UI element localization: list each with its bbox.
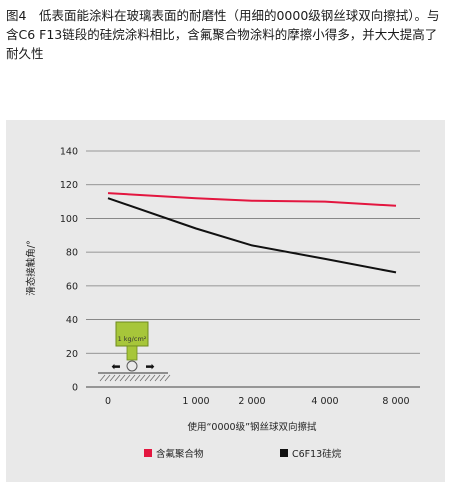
legend-label-fluoropolymer: 含氟聚合物	[156, 448, 204, 460]
left-arrow-icon: ⬅	[111, 360, 120, 373]
y-axis-label: 滑态接触角/°	[25, 240, 37, 295]
x-tick-labels: 0 1 000 2 000 4 000 8 000	[105, 396, 410, 407]
hatch-line	[114, 374, 121, 382]
series-line-0	[107, 192, 397, 207]
series-line-1	[107, 197, 397, 274]
y-tick-label: 100	[60, 214, 78, 225]
legend-swatch-silane	[280, 449, 288, 457]
hatch-line	[164, 374, 171, 382]
right-arrow-icon: ➡	[145, 360, 154, 373]
hatch-line	[159, 374, 166, 382]
x-tick-label: 0	[105, 396, 111, 407]
legend-swatch-fluoropolymer	[144, 449, 152, 457]
hatch-line	[134, 374, 141, 382]
y-tick-label: 0	[72, 383, 78, 394]
y-tick-label: 140	[60, 147, 78, 158]
wool-pad-icon	[126, 360, 138, 372]
x-tick-label: 1 000	[182, 396, 209, 407]
hatch-line	[154, 374, 161, 382]
abrasion-device-illustration: 1 kg/cm² ⬅ ➡	[98, 321, 171, 382]
hatch-line	[149, 374, 156, 382]
y-tick-labels: 0 20 40 60 80 100 120 140	[60, 147, 78, 394]
grid	[86, 150, 420, 388]
figure-caption: 图4 低表面能涂料在玻璃表面的耐磨性（用细的0000级钢丝球双向擦拭）。与含C6…	[6, 8, 440, 61]
x-tick-label: 4 000	[311, 396, 338, 407]
weight-label: 1 kg/cm²	[118, 335, 147, 343]
y-tick-label: 60	[66, 281, 78, 292]
y-tick-label: 20	[66, 349, 78, 360]
hatch-line	[139, 374, 146, 382]
x-tick-label: 2 000	[238, 396, 265, 407]
hatch-line	[109, 374, 116, 382]
legend-label-silane: C6F13硅烷	[292, 448, 342, 460]
y-tick-label: 40	[66, 315, 78, 326]
y-tick-label: 80	[66, 248, 78, 259]
hatch-line	[129, 374, 136, 382]
hatch-line	[124, 374, 131, 382]
x-axis-label: 使用“0000级”钢丝球双向擦拭	[187, 421, 317, 433]
x-tick-label: 8 000	[382, 396, 409, 407]
device-stem	[126, 345, 138, 361]
chart-panel	[6, 120, 445, 482]
y-tick-label: 120	[60, 180, 78, 191]
hatch-line	[99, 374, 106, 382]
hatch-line	[119, 374, 126, 382]
hatch-line	[144, 374, 151, 382]
surface-hatching	[99, 374, 171, 382]
hatch-line	[104, 374, 111, 382]
series-lines	[107, 192, 397, 274]
